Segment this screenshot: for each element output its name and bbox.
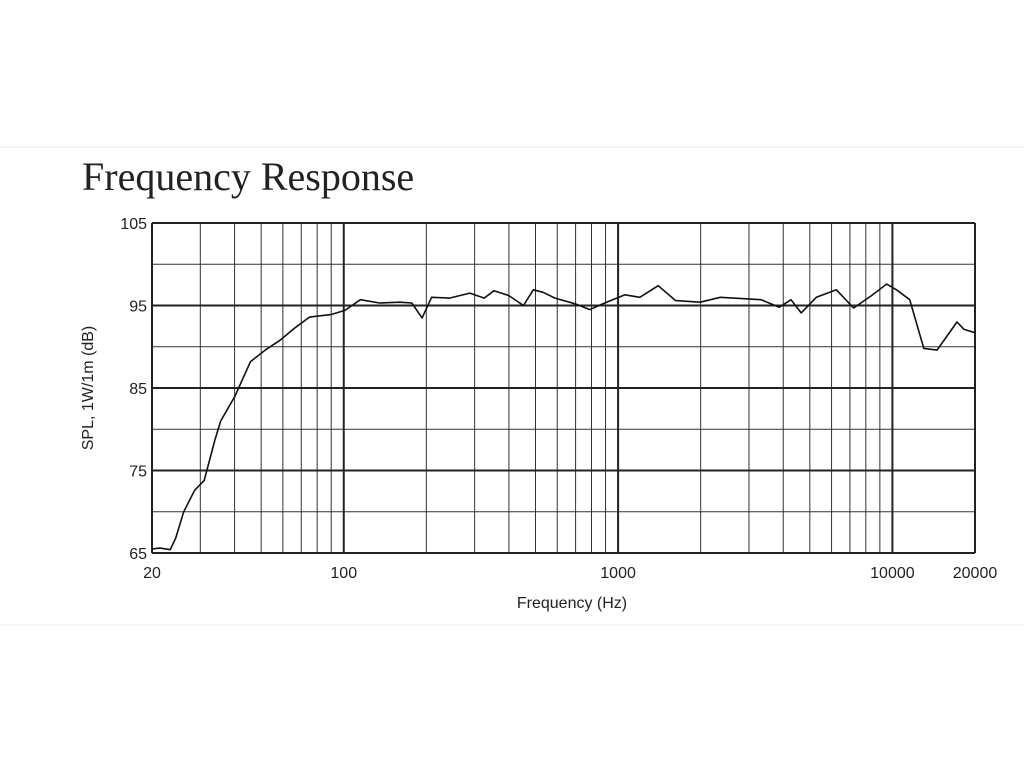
y-tick-label: 65 — [129, 546, 147, 563]
y-tick-label: 75 — [129, 464, 147, 481]
x-tick-label: 10000 — [870, 565, 915, 582]
y-axis-label: SPL, 1W/1m (dB) — [80, 326, 97, 450]
x-tick-label: 1000 — [600, 565, 636, 582]
x-tick-label: 100 — [330, 565, 357, 582]
x-tick-label: 20 — [143, 565, 161, 582]
chart-title: Frequency Response — [82, 154, 414, 199]
y-tick-label: 85 — [129, 381, 147, 398]
x-tick-label: 20000 — [953, 565, 998, 582]
response-line — [151, 283, 976, 551]
x-axis-label: Frequency (Hz) — [517, 595, 627, 612]
y-tick-label: 95 — [129, 299, 147, 316]
y-tick-label: 105 — [120, 216, 147, 233]
